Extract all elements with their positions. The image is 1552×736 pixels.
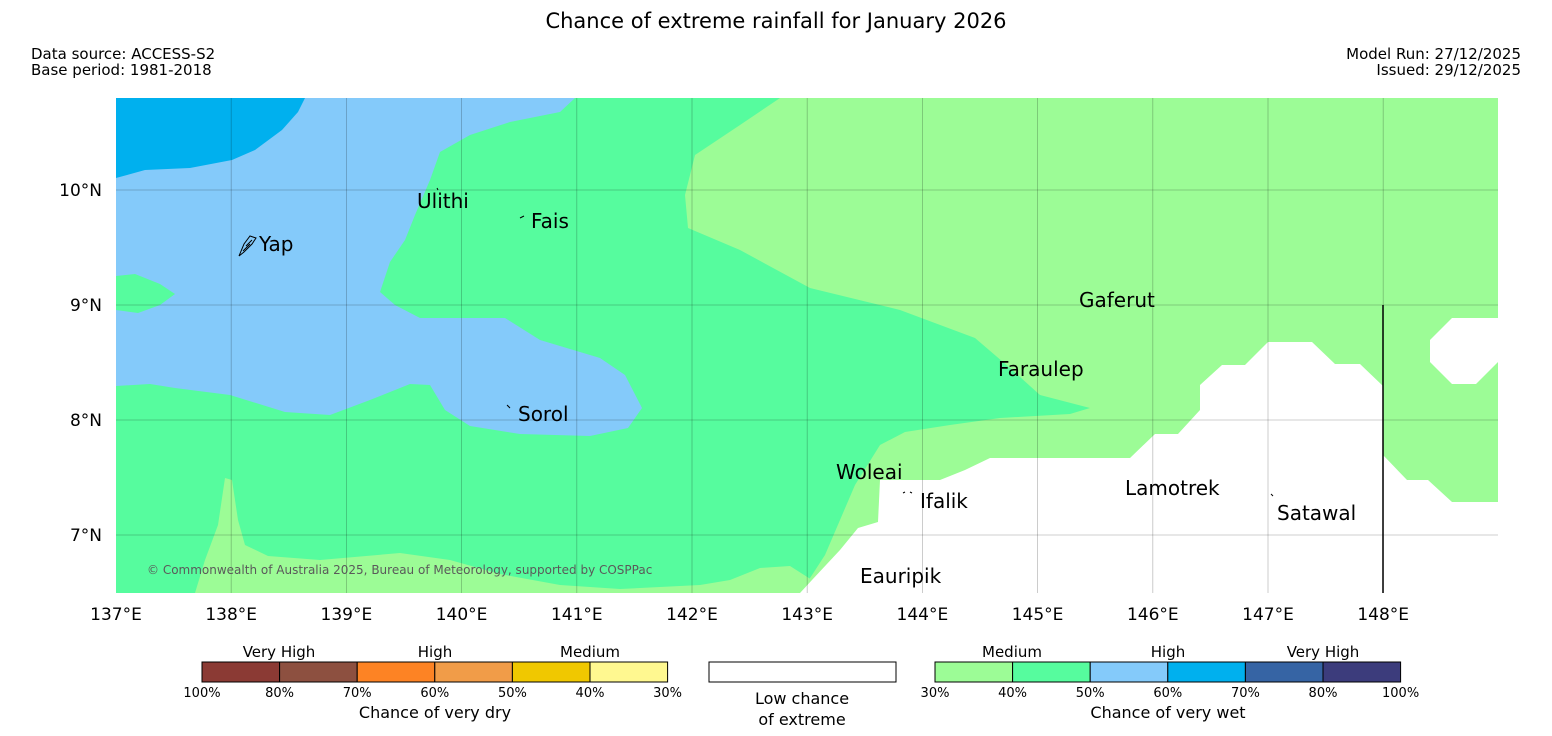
base-period: Base period: 1981-2018 [31, 61, 212, 79]
source-info: Data source: ACCESS-S2 Base period: 1981… [31, 46, 215, 78]
legend-wet-swatch [934, 661, 1014, 683]
legend-wet-category: High [1151, 643, 1185, 661]
legend-wet-tick: 100% [1382, 686, 1419, 701]
region-wet-30-left [195, 478, 812, 593]
legend-dry-swatch [356, 661, 436, 683]
legend-dry-tick: 100% [183, 686, 220, 701]
place-label-woleai: Woleai [836, 460, 903, 484]
legend-dry-swatch [589, 661, 669, 683]
legend-dry-tick: 60% [420, 686, 449, 701]
legend-wet-tick: 80% [1309, 686, 1338, 701]
run-info: Model Run: 27/12/2025 Issued: 29/12/2025 [1346, 46, 1521, 78]
lat-tick-label: 9°N [70, 296, 102, 316]
lon-tick-label: 142°E [666, 605, 718, 625]
legend-wet-swatch [1089, 661, 1169, 683]
legend-dry-swatch [279, 661, 358, 683]
legend-dry-tick: 30% [653, 686, 682, 701]
legend-wet-category: Very High [1287, 643, 1360, 661]
legend-wet: Medium High Very High 30% 40% 50% 60% 70% 80%… [921, 643, 1420, 722]
legend-wet-tick: 60% [1153, 686, 1182, 701]
region-wet-40-left-blob [116, 274, 175, 313]
copyright-notice: © Commonwealth of Australia 2025, Bureau… [147, 563, 652, 577]
map-gridlines [116, 98, 1498, 593]
map-title: Chance of extreme rainfall for January 2… [545, 9, 1007, 33]
lon-tick-label: 138°E [205, 605, 257, 625]
legend-dry-category: Very High [243, 643, 316, 661]
legend-dry-swatch [434, 661, 513, 683]
axis-tick-labels: 137°E 138°E 139°E 140°E 141°E 142°E 143°E 144°E… [59, 181, 1409, 625]
lon-tick-label: 140°E [436, 605, 488, 625]
legend-dry-tick: 70% [343, 686, 372, 701]
place-label-faraulep: Faraulep [998, 357, 1084, 381]
ifalik-coastline [902, 491, 913, 494]
lat-tick-label: 8°N [70, 411, 102, 431]
lat-tick-label: 7°N [70, 526, 102, 546]
lat-tick-label: 10°N [59, 181, 102, 201]
legend-dry-tick: 40% [576, 686, 605, 701]
lon-tick-label: 144°E [897, 605, 949, 625]
legend-wet-tick: 50% [1076, 686, 1105, 701]
lon-tick-label: 139°E [321, 605, 373, 625]
place-label-ifalik: Ifalik [920, 489, 968, 513]
lon-tick-label: 145°E [1012, 605, 1064, 625]
satawal-coastline [1270, 493, 1274, 497]
place-label-fais: Fais [531, 209, 569, 233]
place-label-ulithi: Ulithi [417, 189, 469, 213]
data-source: Data source: ACCESS-S2 [31, 45, 216, 63]
legend-wet-swatch [1322, 661, 1402, 683]
legend-wet-title: Chance of very wet [1090, 703, 1245, 722]
lon-tick-label: 137°E [90, 605, 142, 625]
place-labels: Ulithi Fais Yap Gaferut Faraulep Sorol W… [258, 189, 1356, 588]
legend-wet-swatch [1167, 661, 1246, 683]
place-label-satawal: Satawal [1277, 501, 1356, 525]
legend-dry-title: Chance of very dry [359, 703, 511, 722]
legend-wet-tick: 30% [921, 686, 950, 701]
region-low-chance-island [1430, 318, 1498, 384]
region-wet-40-spot [985, 219, 1002, 229]
lon-tick-label: 146°E [1127, 605, 1179, 625]
island-outlines [238, 187, 1274, 497]
place-label-gaferut: Gaferut [1079, 288, 1155, 312]
legend-dry-tick: 80% [265, 686, 294, 701]
lon-tick-label: 143°E [781, 605, 833, 625]
legend-wet-swatch [1244, 661, 1324, 683]
legend-dry-swatch [511, 661, 591, 683]
map-plot-area [116, 98, 1498, 593]
ulithi-coastline [436, 187, 439, 191]
sorol-coastline [506, 404, 511, 409]
region-wet-50-60 [116, 98, 642, 436]
place-label-lamotrek: Lamotrek [1125, 476, 1220, 500]
place-label-yap: Yap [258, 232, 293, 256]
lon-tick-label: 147°E [1242, 605, 1294, 625]
legend-wet-category: Medium [982, 643, 1042, 661]
model-run: Model Run: 27/12/2025 [1346, 45, 1521, 63]
legend-dry-category: Medium [560, 643, 620, 661]
lon-tick-label: 141°E [551, 605, 603, 625]
legend-dry: Very High High Medium 100% 80% 70% 60% 50% 40… [183, 643, 682, 722]
legend-dry-tick: 50% [498, 686, 527, 701]
region-wet-60-70 [116, 98, 305, 178]
fais-coastline [519, 215, 525, 219]
lon-tick-label: 148°E [1357, 605, 1409, 625]
legend-wet-tick: 40% [998, 686, 1027, 701]
place-label-eauripik: Eauripik [860, 564, 942, 588]
legend-wet-tick: 70% [1231, 686, 1260, 701]
place-label-sorol: Sorol [518, 402, 569, 426]
legend-low-swatch [708, 661, 897, 683]
legend-low-line2: of extreme [758, 710, 845, 729]
yap-coastline [238, 235, 257, 257]
legend-dry-swatch [201, 661, 281, 683]
legend-dry-category: High [418, 643, 452, 661]
issued-date: Issued: 29/12/2025 [1376, 61, 1521, 79]
legend-wet-swatch [1012, 661, 1091, 683]
legend-low-line1: Low chance [755, 689, 849, 708]
region-low-chance [800, 342, 1498, 593]
legend-low: Low chance of extreme [708, 661, 897, 729]
